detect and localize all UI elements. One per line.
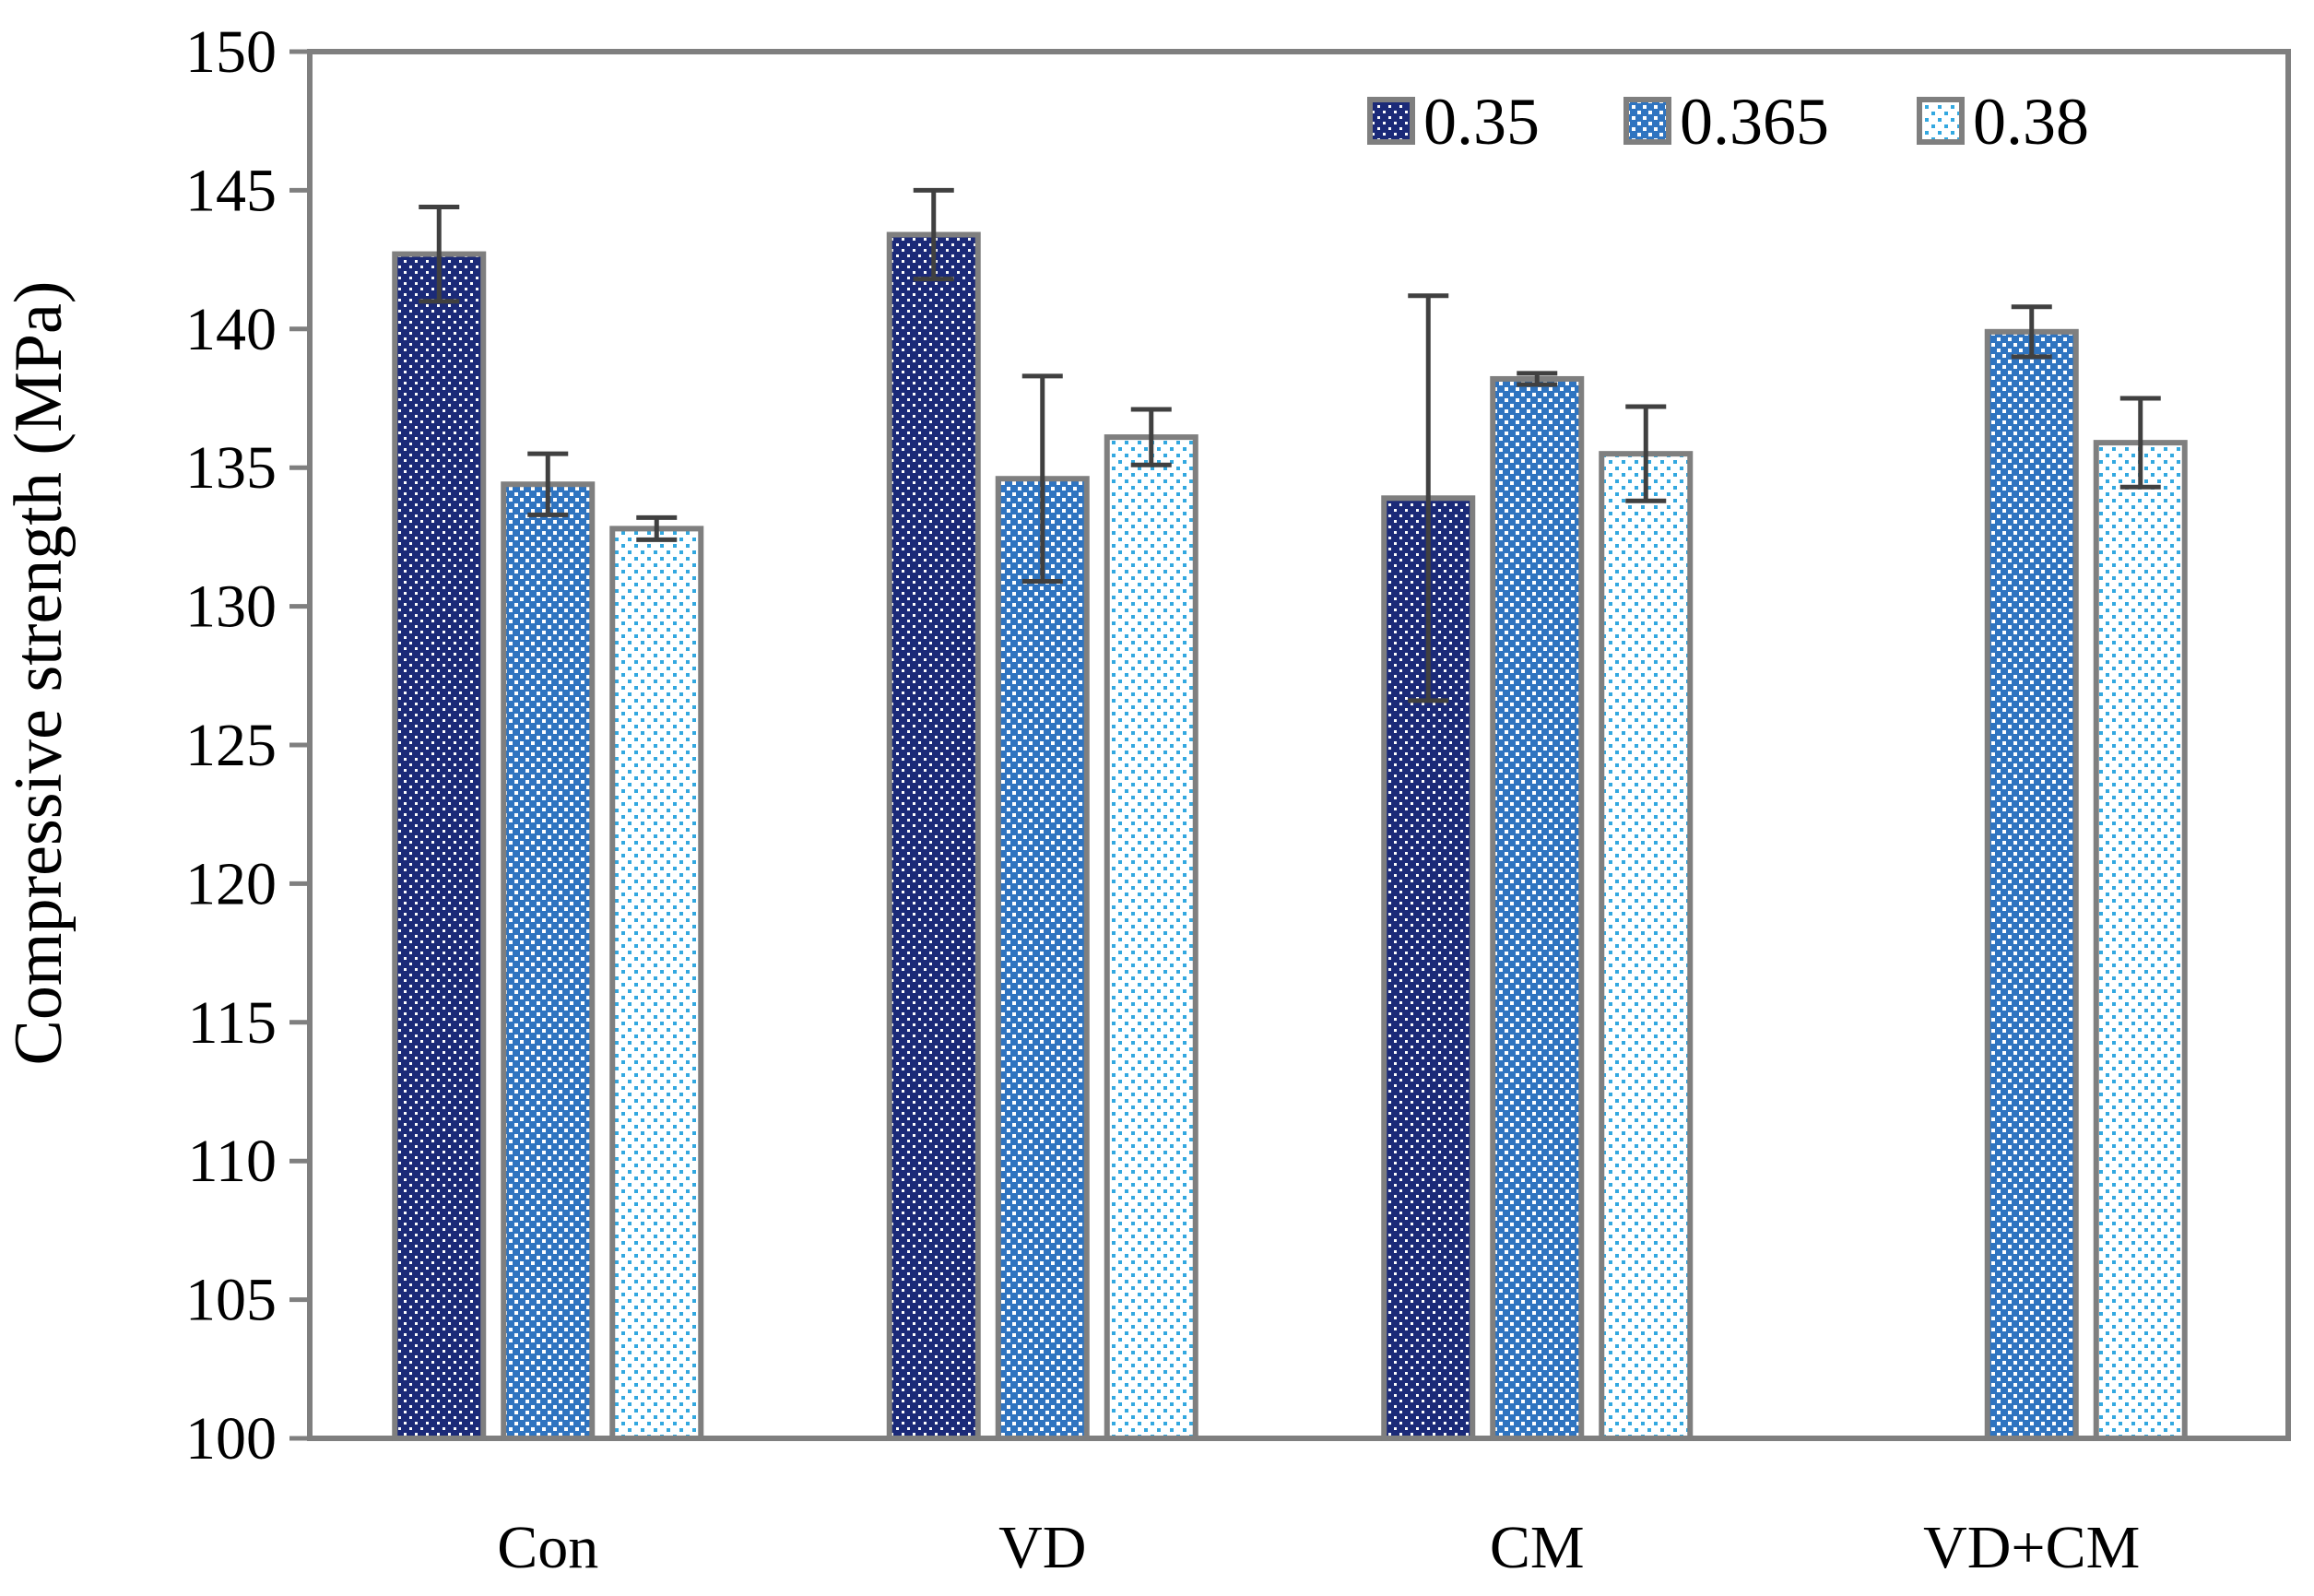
y-tick-label: 100	[185, 1405, 277, 1472]
error-bars	[419, 187, 2161, 703]
bar	[1104, 434, 1198, 1441]
bar	[609, 526, 704, 1441]
bar	[2093, 440, 2188, 1441]
y-axis: 100 105 110 115 120 125 130 135 140 145 150	[185, 18, 310, 1472]
y-tick-label: 140	[185, 296, 277, 363]
bar	[1490, 375, 1585, 1442]
y-tick-label: 145	[185, 157, 277, 224]
x-tick-label: VD+CM	[1923, 1514, 2140, 1581]
y-axis-title: Compressive strength (MPa)	[1, 281, 77, 1066]
y-tick-label: 110	[187, 1128, 277, 1195]
bar	[1984, 328, 2079, 1442]
y-tick-label: 130	[185, 573, 277, 641]
legend-swatch	[1917, 97, 1965, 145]
y-tick-label: 115	[187, 989, 277, 1057]
y-tick-label: 150	[185, 18, 277, 86]
legend-label: 0.38	[1973, 85, 2089, 159]
legend-label: 0.35	[1423, 85, 1540, 159]
x-axis: Con VD CM VD+CM	[497, 1514, 2140, 1581]
bar	[1599, 451, 1694, 1441]
y-tick-label: 105	[185, 1267, 277, 1334]
legend-swatch	[1367, 97, 1415, 145]
bar	[501, 481, 596, 1441]
y-tick-label: 120	[185, 850, 277, 917]
y-tick-label: 125	[185, 712, 277, 779]
bar	[995, 476, 1090, 1441]
bar	[392, 251, 487, 1442]
legend-swatch	[1623, 97, 1671, 145]
legend: 0.35 0.365 0.38	[1367, 85, 2089, 159]
x-tick-label: VD	[998, 1514, 1086, 1581]
y-tick-label: 135	[185, 434, 277, 502]
bar-series	[392, 231, 2188, 1442]
bar	[886, 231, 981, 1442]
x-tick-label: Con	[497, 1514, 598, 1581]
x-tick-label: CM	[1490, 1514, 1585, 1581]
legend-label: 0.365	[1680, 85, 1829, 159]
